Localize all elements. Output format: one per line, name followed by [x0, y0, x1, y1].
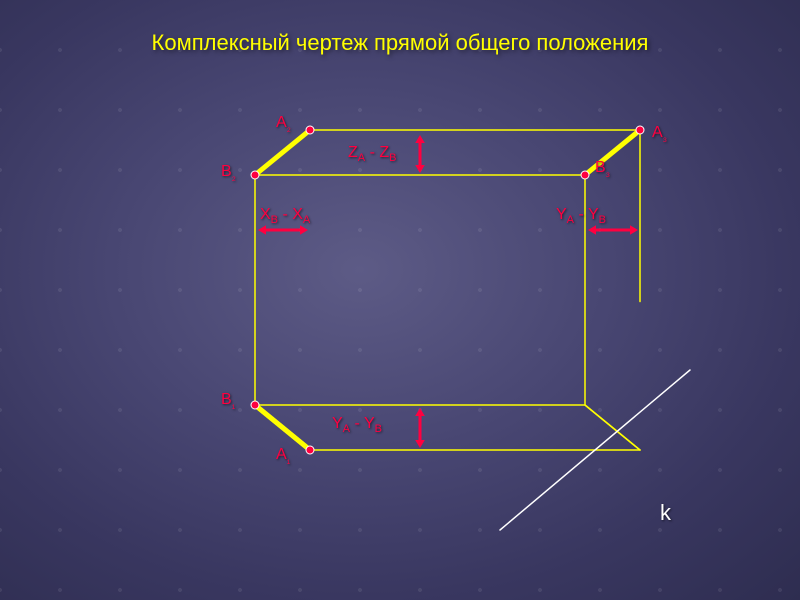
dim-label-ya_yb_right: YA - YB: [556, 206, 606, 226]
point-B1: [251, 401, 259, 409]
point-label-A1: A₁: [276, 446, 290, 466]
point-label-B3: B₃: [595, 159, 610, 179]
k-label: k: [660, 500, 671, 526]
arrow-head: [630, 225, 638, 235]
point-A2: [306, 126, 314, 134]
arrow-head: [415, 135, 425, 143]
point-label-B2: B₂: [221, 163, 236, 183]
dim-label-ya_yb_bottom: YA - YB: [332, 415, 382, 435]
segment-A2-B2: [255, 130, 310, 175]
dim-label-za_zb: ZA - ZB: [348, 144, 396, 164]
arrow-head: [415, 165, 425, 173]
box-edge: [585, 405, 640, 450]
segment-B1-A1: [255, 405, 310, 450]
point-label-B1: B₁: [221, 391, 235, 411]
point-label-A3: A₃: [652, 124, 667, 144]
point-label-A2: A₂: [276, 114, 291, 134]
segment-A3-B3: [585, 130, 640, 175]
arrow-head: [588, 225, 596, 235]
point-B3: [581, 171, 589, 179]
arrow-head: [300, 225, 308, 235]
point-A1: [306, 446, 314, 454]
dim-label-xb_xa: XB - XA: [260, 206, 310, 226]
point-A3: [636, 126, 644, 134]
arrow-head: [258, 225, 266, 235]
point-B2: [251, 171, 259, 179]
arrow-head: [415, 440, 425, 448]
diagram-svg: [0, 0, 800, 600]
arrow-head: [415, 408, 425, 416]
